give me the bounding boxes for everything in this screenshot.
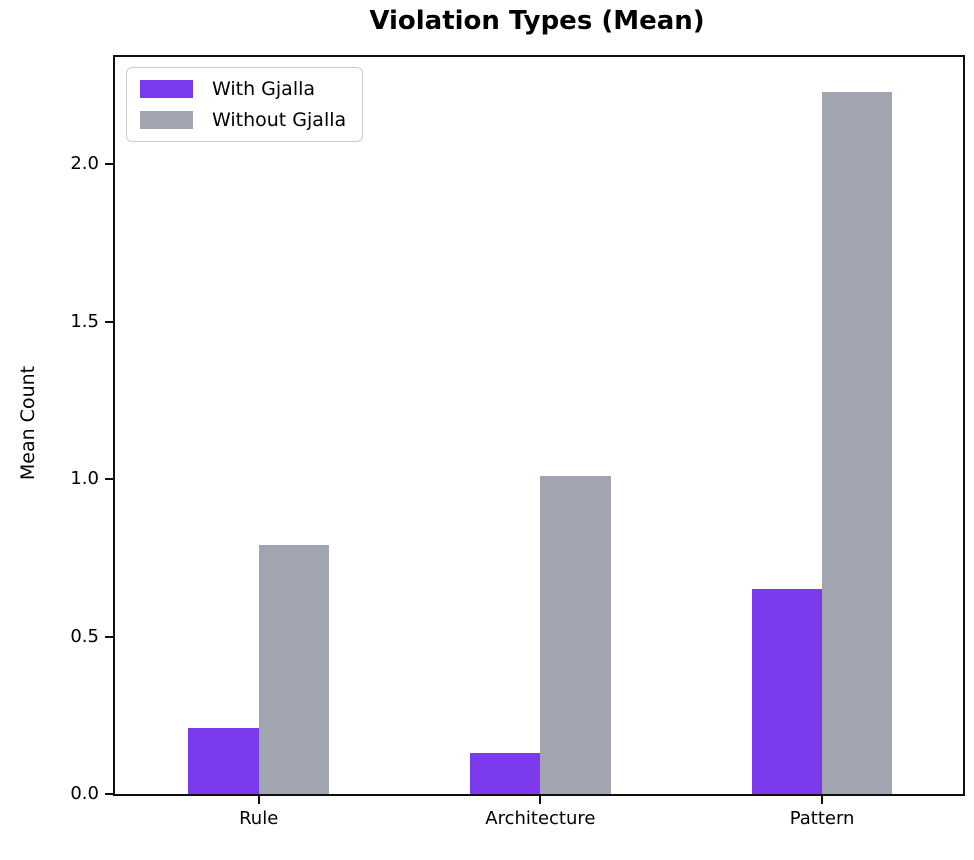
y-tick-label: 2.0 bbox=[70, 153, 99, 175]
y-tick-mark bbox=[105, 478, 113, 480]
legend-label-with-gjalla: With Gjalla bbox=[212, 78, 316, 100]
x-tick-label-pattern: Pattern bbox=[789, 808, 855, 829]
bar-without-gjalla-pattern bbox=[822, 91, 893, 794]
legend-entry-with-gjalla: With Gjalla bbox=[140, 78, 346, 100]
legend-swatch-without-gjalla bbox=[140, 111, 193, 129]
bar-with-gjalla-rule bbox=[188, 727, 259, 794]
y-tick-mark bbox=[105, 320, 113, 323]
plot-area: With Gjalla Without Gjalla bbox=[113, 55, 965, 796]
x-tick-mark bbox=[821, 796, 824, 804]
x-tick-label-rule: Rule bbox=[239, 808, 279, 829]
y-tick-label: 1.0 bbox=[70, 468, 99, 489]
bar-with-gjalla-architecture bbox=[470, 753, 541, 794]
bar-without-gjalla-rule bbox=[258, 545, 330, 794]
y-tick-mark bbox=[105, 163, 113, 166]
legend-entry-without-gjalla: Without Gjalla bbox=[140, 109, 346, 131]
x-tick-mark bbox=[539, 796, 542, 804]
y-tick-label: 0.0 bbox=[70, 783, 99, 804]
y-tick-mark bbox=[105, 793, 113, 795]
y-tick-label: 1.5 bbox=[70, 310, 99, 332]
bar-with-gjalla-pattern bbox=[751, 589, 823, 794]
bar-without-gjalla-architecture bbox=[540, 475, 611, 794]
chart-title: Violation Types (Mean) bbox=[369, 6, 705, 36]
x-tick-label-architecture: Architecture bbox=[485, 808, 596, 829]
x-tick-mark bbox=[257, 796, 260, 804]
y-tick-label: 0.5 bbox=[70, 625, 99, 647]
y-tick-mark bbox=[105, 635, 113, 638]
legend-swatch-with-gjalla bbox=[140, 80, 193, 98]
y-axis-label: Mean Count bbox=[17, 365, 39, 481]
legend: With Gjalla Without Gjalla bbox=[126, 67, 364, 142]
legend-label-without-gjalla: Without Gjalla bbox=[212, 109, 347, 131]
